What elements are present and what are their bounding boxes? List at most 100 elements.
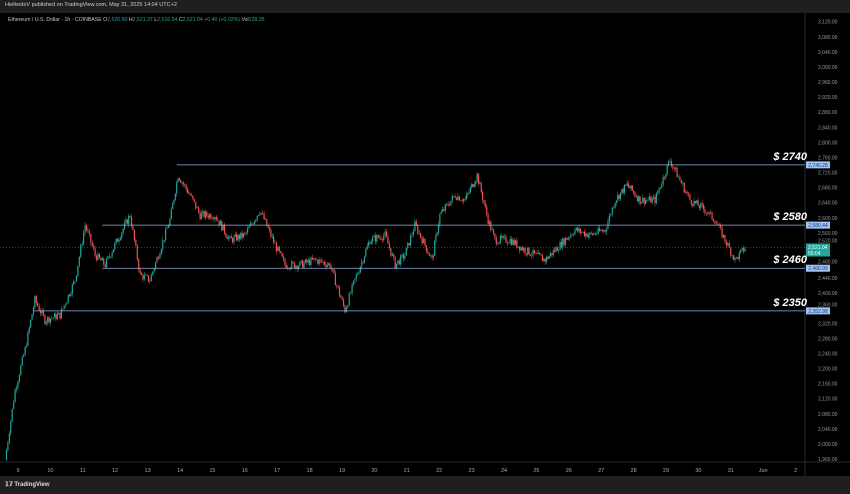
time-tick-label: 21: [404, 468, 410, 474]
price-tick-label: 2,160.00: [818, 382, 838, 388]
candle-body: [405, 247, 407, 256]
candle-body: [39, 310, 42, 314]
candle-body: [245, 232, 247, 234]
candle-body: [384, 231, 386, 236]
candle-body: [707, 213, 709, 214]
candle-body: [383, 235, 385, 240]
candle-body: [408, 242, 410, 246]
candle-body: [45, 321, 47, 324]
candle-body: [326, 264, 328, 267]
candle-body: [720, 225, 722, 228]
candle-body: [737, 257, 739, 260]
candle-body: [491, 229, 493, 231]
candle-body: [62, 308, 64, 310]
countdown-text: 55:04: [808, 251, 821, 257]
candle-body: [285, 265, 287, 269]
candle-body: [84, 225, 86, 233]
candle-body: [539, 252, 541, 255]
chart-frame[interactable]: 3,120.00 3,080.00 3,040.00 3,000.00 2,960.00…: [0, 13, 850, 476]
candle-body: [104, 264, 106, 268]
candle-body: [156, 257, 158, 263]
candle-body: [417, 225, 419, 234]
candle-body: [114, 242, 116, 250]
time-tick-label: 10: [47, 468, 53, 474]
candle-body: [531, 255, 533, 256]
candle-body: [198, 207, 200, 213]
candle-body: [333, 269, 335, 274]
candle-body: [272, 236, 275, 243]
candle-body: [690, 200, 692, 205]
candle-body: [568, 237, 571, 238]
candle-body: [75, 275, 78, 282]
candle-body: [430, 255, 432, 257]
candle-body: [393, 254, 395, 257]
candle-body: [107, 256, 109, 259]
candle-body: [727, 242, 729, 246]
candle-body: [704, 209, 706, 213]
candle-body: [685, 191, 687, 193]
candle-body: [18, 375, 20, 382]
candle-body: [604, 230, 606, 232]
candle-body: [169, 218, 171, 226]
time-tick-label: 13: [145, 468, 151, 474]
candle-body: [508, 243, 510, 244]
candle-body: [381, 239, 383, 241]
level-price-tag: [806, 264, 830, 272]
candle-body: [13, 402, 15, 409]
candle-body: [160, 249, 162, 255]
candle-body: [613, 207, 615, 209]
candle-body: [369, 242, 371, 244]
candle-body: [7, 442, 9, 451]
candle-body: [56, 314, 58, 320]
candle-body: [696, 200, 698, 204]
candle-body: [721, 227, 723, 238]
candle-body: [232, 238, 234, 243]
tradingview-logo[interactable]: 𝟙𝟟 TradingView: [5, 481, 50, 488]
candle-body: [55, 313, 57, 320]
time-tick-label: 25: [533, 468, 539, 474]
candle-body: [615, 200, 618, 203]
candle-body: [85, 225, 88, 230]
candle-body: [687, 193, 690, 195]
candle-body: [213, 218, 215, 220]
candle-body: [586, 233, 588, 238]
candle-body: [698, 205, 701, 209]
candle-body: [693, 200, 695, 206]
candle-body: [295, 265, 297, 268]
candle-body: [117, 238, 119, 242]
candle-body: [214, 217, 216, 220]
candle-body: [390, 248, 392, 256]
candle-body: [140, 273, 143, 275]
candle-body: [97, 253, 99, 261]
candle-body: [385, 231, 388, 237]
candle-body: [166, 228, 168, 229]
candle-body: [587, 235, 590, 238]
candle-body: [647, 199, 649, 201]
candle-body: [21, 356, 23, 366]
candle-body: [596, 233, 598, 235]
high-value: 2,521.37: [132, 17, 153, 23]
candle-body: [192, 195, 194, 199]
candle-body: [253, 221, 256, 225]
price-tick-label: 2,200.00: [818, 367, 838, 373]
candle-body: [215, 217, 217, 220]
candle-body: [391, 254, 393, 256]
candle-body: [87, 229, 89, 232]
candle-body: [702, 204, 705, 210]
candle-body: [585, 233, 587, 237]
price-tick-label: 2,000.00: [818, 442, 838, 448]
candle-body: [559, 241, 561, 251]
candle-body: [692, 204, 694, 206]
chart-svg[interactable]: 3,120.00 3,080.00 3,040.00 3,000.00 2,960.00…: [0, 13, 850, 476]
candle-body: [58, 312, 60, 315]
candle-body: [143, 275, 145, 280]
candle-body: [548, 255, 550, 259]
price-tick-label: 2,960.00: [818, 80, 838, 86]
candle-body: [597, 228, 599, 234]
candle-body: [199, 212, 201, 220]
candle-body: [412, 231, 415, 235]
candle-body: [138, 259, 140, 270]
candle-body: [8, 433, 10, 443]
candle-body: [608, 215, 610, 222]
candle-body: [724, 234, 726, 242]
